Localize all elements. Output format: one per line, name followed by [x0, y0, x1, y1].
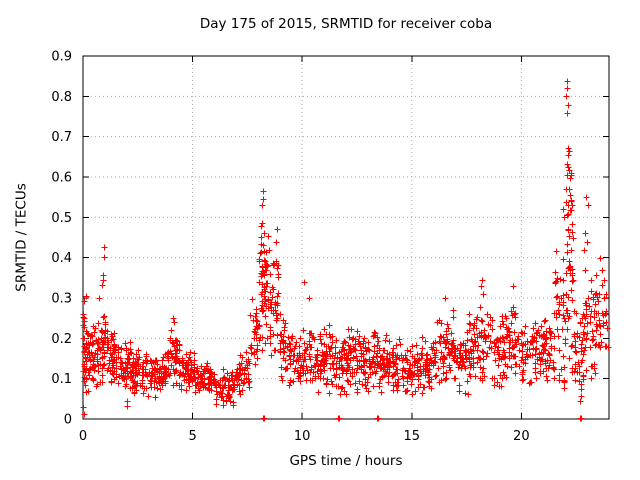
y-tick-label: 0.5	[51, 211, 72, 226]
x-tick-label: 15	[403, 429, 420, 444]
x-tick-label: 10	[294, 429, 311, 444]
chart-title: Day 175 of 2015, SRMTID for receiver cob…	[199, 16, 493, 32]
y-tick-label: 0.7	[51, 130, 72, 145]
y-tick-label: 0	[64, 413, 72, 428]
y-tick-label: 0.2	[51, 332, 72, 347]
x-tick-label: 20	[513, 429, 530, 444]
x-tick-label: 5	[188, 429, 196, 444]
x-axis-label: GPS time / hours	[289, 453, 403, 469]
scatter-points	[80, 78, 612, 422]
x-tick-label: 0	[79, 429, 87, 444]
plot-frame	[82, 55, 610, 420]
y-tick-label: 0.8	[51, 90, 72, 105]
y-tick-label: 0.3	[51, 292, 72, 307]
y-tick-label: 0.1	[51, 372, 72, 387]
y-tick-label: 0.6	[51, 171, 72, 186]
axis-ticks	[82, 55, 609, 420]
y-tick-label: 0.9	[51, 50, 72, 65]
y-tick-label: 0.4	[51, 251, 72, 266]
gridlines	[83, 56, 609, 419]
